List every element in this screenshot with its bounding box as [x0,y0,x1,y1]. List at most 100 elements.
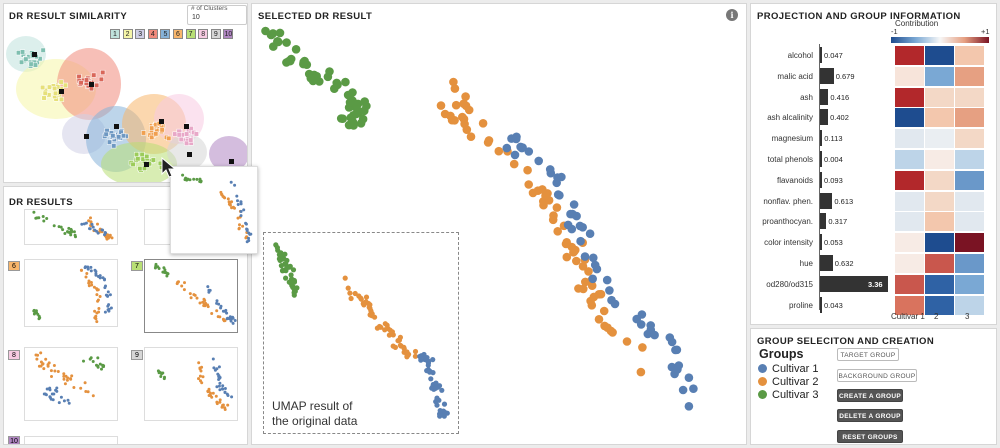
target-group-button[interactable]: TARGET GROUP [837,348,899,361]
dr-result-marker[interactable] [23,56,29,62]
result-thumb-6[interactable] [24,259,118,327]
dr-result-marker[interactable] [52,85,58,91]
thumb-point [95,311,99,315]
dr-result-marker[interactable] [20,49,26,55]
cluster-representative-marker[interactable] [184,124,189,129]
thumb-point [67,401,71,405]
dr-result-marker[interactable] [40,84,46,90]
reset-groups-button[interactable]: RESET GROUPS [837,430,903,443]
dr-result-marker[interactable] [150,157,156,163]
point-cultivar-2 [523,165,532,175]
dr-result-marker[interactable] [32,62,38,68]
create-group-button[interactable]: CREATE A GROUP [837,389,903,402]
cluster-representative-marker[interactable] [187,152,192,157]
cluster-box-10[interactable]: 10 [223,29,234,39]
dr-result-marker[interactable] [116,134,122,140]
thumb-point [230,200,234,204]
heatmap-cell [925,274,954,294]
dr-result-marker[interactable] [172,131,178,137]
cluster-box-6[interactable]: 6 [173,29,183,39]
cluster-box-5[interactable]: 5 [160,29,171,39]
dr-result-marker[interactable] [59,96,65,102]
thumb-point [162,377,166,381]
dr-result-marker[interactable] [53,90,59,96]
hover-preview-plot [181,173,253,244]
cluster-box-7[interactable]: 7 [185,29,196,39]
dr-result-marker[interactable] [134,151,140,157]
dr-result-marker[interactable] [40,47,46,53]
dr-result-marker[interactable] [188,137,194,143]
cluster-box-2[interactable]: 2 [122,29,133,39]
dr-result-marker[interactable] [193,131,199,137]
cluster-box-9[interactable]: 9 [210,29,221,39]
dr-result-marker[interactable] [110,133,116,139]
cluster-representative-marker[interactable] [84,134,89,139]
dr-result-marker[interactable] [103,131,109,137]
dr-result-marker[interactable] [184,140,190,146]
result-thumb-7[interactable] [144,259,238,333]
dr-result-marker[interactable] [139,151,145,157]
similarity-map[interactable] [4,34,247,182]
dr-result-marker[interactable] [159,127,165,133]
dr-result-marker[interactable] [130,161,136,167]
cluster-representative-marker[interactable] [229,159,234,164]
cluster-box-4[interactable]: 4 [147,29,158,39]
dr-result-marker[interactable] [111,143,117,149]
thumb-point [57,401,61,405]
cluster-representative-marker[interactable] [89,82,94,87]
dr-result-marker[interactable] [141,130,147,136]
dr-result-marker[interactable] [121,133,127,139]
dr-result-marker[interactable] [100,69,106,75]
cluster-representative-marker[interactable] [114,124,119,129]
dr-result-marker[interactable] [107,139,113,145]
cluster-representative-marker[interactable] [144,162,149,167]
result-thumb-9[interactable] [144,347,238,421]
result-thumb-4[interactable] [24,209,118,245]
cluster-representative-marker[interactable] [32,52,37,57]
cluster-representative-marker[interactable] [159,119,164,124]
dr-result-marker[interactable] [19,59,25,65]
thumb-point [93,316,97,320]
dr-result-marker[interactable] [94,82,100,88]
dr-result-marker[interactable] [62,82,68,88]
cluster-representative-marker[interactable] [59,89,64,94]
dr-result-marker[interactable] [176,132,182,138]
info-icon[interactable]: i [726,9,738,21]
thumb-point [226,403,230,407]
delete-group-button[interactable]: DELETE A GROUP [837,409,903,422]
thumb-point [56,370,60,373]
dr-result-marker[interactable] [149,134,155,140]
dr-result-marker[interactable] [144,153,150,159]
group-item-cultivar-1[interactable]: Cultivar 1 [758,363,818,375]
dr-result-marker[interactable] [78,80,84,86]
cluster-box-1[interactable]: 1 [110,29,120,39]
dr-result-marker[interactable] [42,90,48,96]
result-thumb-8[interactable] [24,347,118,421]
dr-result-marker[interactable] [137,166,143,172]
dr-result-marker[interactable] [149,125,155,131]
dr-result-marker[interactable] [91,72,97,78]
result-thumb-5[interactable] [144,209,174,245]
cluster-count-value[interactable]: 10 [192,14,200,21]
result-thumb-10[interactable] [24,436,118,444]
dr-result-marker[interactable] [28,61,34,67]
dr-result-marker[interactable] [153,131,159,137]
dr-result-marker[interactable] [84,77,90,83]
cluster-box-8[interactable]: 8 [198,29,209,39]
thumb-point [236,216,240,220]
group-item-cultivar-2[interactable]: Cultivar 2 [758,376,818,388]
cluster-count-box[interactable]: # of Clusters 10 [187,5,247,25]
dr-result-marker[interactable] [178,136,184,142]
dr-result-marker[interactable] [88,86,94,92]
background-group-button[interactable]: BACKGROUND GROUP [837,369,917,382]
cluster-box-3[interactable]: 3 [135,29,146,39]
group-item-cultivar-3[interactable]: Cultivar 3 [758,389,818,401]
dr-result-marker[interactable] [41,95,47,101]
dr-result-marker[interactable] [58,79,64,85]
dr-result-marker[interactable] [98,76,104,82]
dr-result-marker[interactable] [166,135,172,141]
inset-point-cultivar-2 [358,295,364,301]
dr-result-marker[interactable] [184,131,190,137]
dr-result-marker[interactable] [135,156,141,162]
selected-scatter-plot[interactable] [252,4,746,444]
